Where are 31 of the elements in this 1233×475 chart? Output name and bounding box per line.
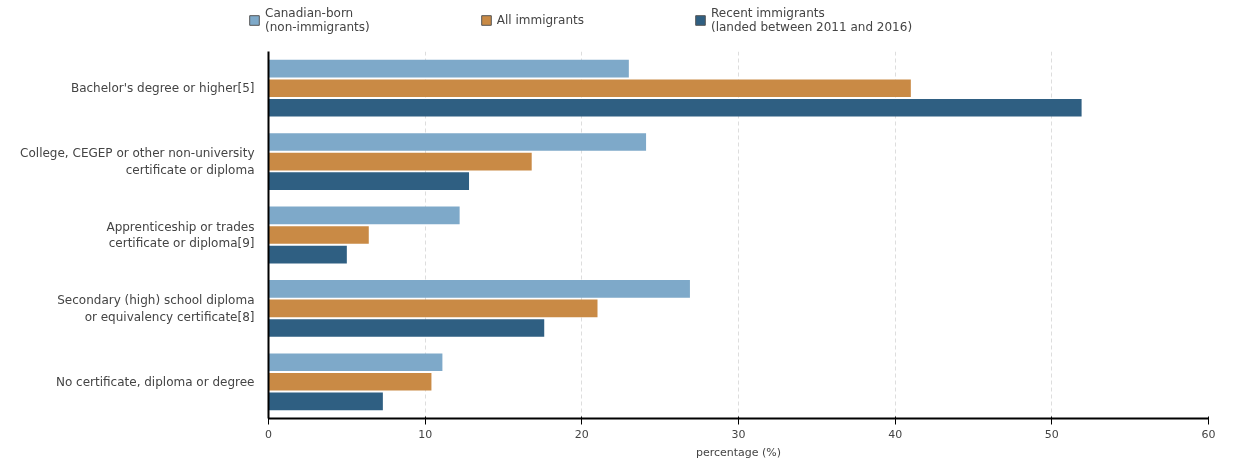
bar [268, 319, 545, 337]
x-tick-label: 0 [265, 427, 272, 441]
x-tick-label: 20 [574, 427, 589, 441]
bar [268, 133, 647, 151]
x-tick-label: 60 [1201, 427, 1216, 441]
x-axis-title: percentage (%) [695, 445, 782, 459]
x-tick-label: 10 [418, 427, 433, 441]
bar [268, 152, 532, 171]
legend-label: All immigrants [496, 13, 584, 27]
bar [268, 172, 470, 190]
y-tick-label: Bachelor's degree or higher[5] [70, 81, 255, 96]
x-tick-label: 30 [731, 427, 746, 441]
x-tick-label: 50 [1044, 427, 1059, 441]
bar [268, 98, 1082, 117]
bar [268, 353, 443, 372]
y-tick-label: Apprenticeship or trades certificate or diploma[9] [106, 219, 255, 251]
bar [268, 280, 690, 298]
bar [268, 59, 629, 78]
bar [268, 299, 598, 318]
bar [268, 79, 911, 98]
bar [268, 245, 347, 264]
legend-label: Canadian-born (non-immigrants) [265, 6, 370, 34]
y-tick-label: College, CEGEP or other non-university certificate or diploma [20, 146, 255, 177]
y-tick-label: Secondary (high) school diploma or equivalency certificate[8] [57, 293, 255, 324]
legend-label: Recent immigrants (landed between 2011 and 2016) [710, 6, 913, 34]
bar [268, 392, 383, 411]
bar [268, 206, 460, 225]
y-tick-label: No certificate, diploma or degree [55, 374, 255, 389]
x-tick-label: 40 [888, 427, 903, 441]
bar [268, 226, 369, 244]
bar [268, 372, 432, 391]
